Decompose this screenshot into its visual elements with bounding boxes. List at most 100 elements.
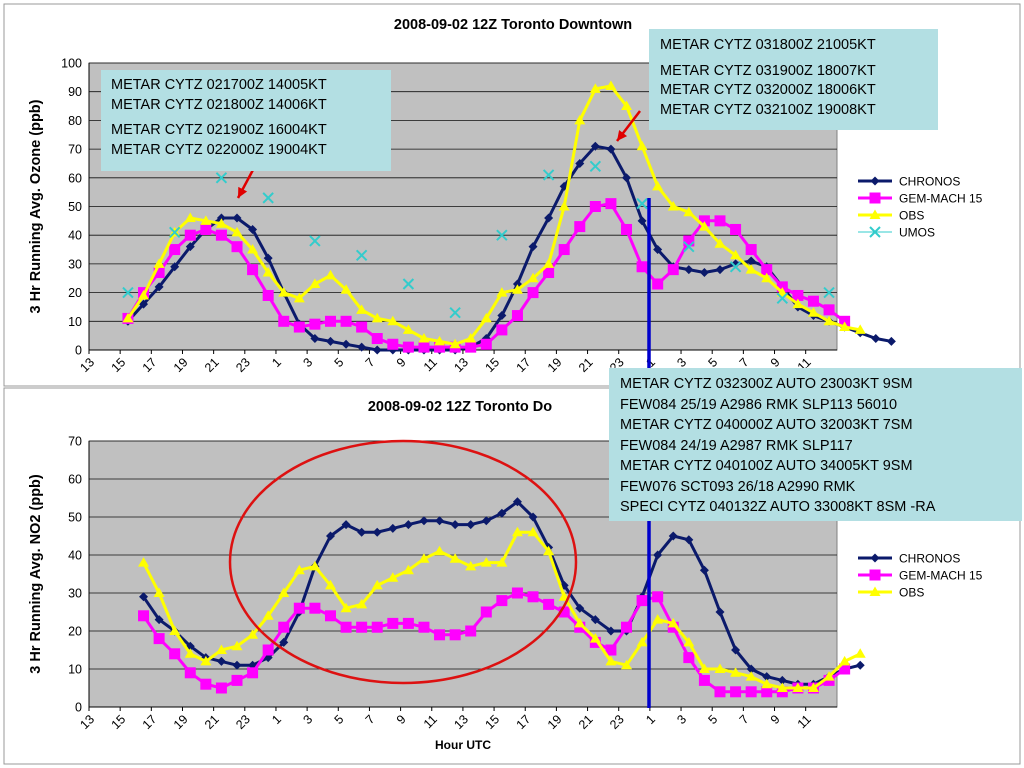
data-point <box>325 531 335 541</box>
y-tick-label: 0 <box>75 344 82 358</box>
y-tick-label: 20 <box>68 625 82 639</box>
data-point <box>247 629 259 639</box>
y-tick-label: 70 <box>68 435 82 449</box>
data-point <box>745 244 757 256</box>
data-point <box>527 591 539 603</box>
data-point <box>683 235 695 247</box>
callout-middle-right: METAR CYTZ 032300Z AUTO 23003KT 9SM FEW0… <box>609 368 1022 521</box>
data-point <box>262 267 274 277</box>
data-point <box>340 602 352 613</box>
data-point <box>636 197 648 210</box>
y-tick-label: 20 <box>68 286 82 300</box>
data-point <box>839 663 851 675</box>
data-point <box>215 682 227 694</box>
callout-line: METAR CYTZ 021700Z 14005KT <box>111 77 327 93</box>
data-point <box>777 675 787 685</box>
data-point <box>324 610 336 622</box>
data-point <box>169 244 181 256</box>
data-point <box>139 592 149 602</box>
data-point <box>184 667 196 679</box>
y-tick-label: 30 <box>68 257 82 271</box>
red-arrow-left <box>236 167 256 199</box>
data-point <box>278 287 290 297</box>
data-point <box>730 249 742 260</box>
data-point <box>309 318 321 330</box>
data-point <box>247 244 259 254</box>
data-point <box>636 595 648 607</box>
data-point <box>356 598 368 609</box>
data-point <box>356 304 368 314</box>
data-point <box>762 672 772 682</box>
data-point <box>340 315 352 327</box>
y-tick-label: 60 <box>68 171 82 185</box>
data-point <box>496 287 508 297</box>
data-point <box>667 617 679 628</box>
y-tick-label: 0 <box>75 701 82 715</box>
data-point <box>293 564 305 575</box>
x-axis-label: Hour UTC <box>435 738 491 752</box>
callout-top-left: METAR CYTZ 021700Z 14005KT METAR CYTZ 02… <box>101 70 391 171</box>
data-point <box>496 557 508 567</box>
data-point <box>527 526 539 537</box>
data-point <box>184 229 196 241</box>
data-point <box>746 664 756 674</box>
data-point <box>200 678 212 690</box>
callout-line: FEW084 25/19 A2986 RMK SLP113 56010 <box>620 396 898 413</box>
data-point <box>511 284 523 294</box>
arrow-head <box>238 186 248 198</box>
data-point <box>154 282 164 292</box>
data-point <box>574 221 586 233</box>
data-point <box>574 617 586 628</box>
data-point <box>232 660 242 670</box>
data-point <box>215 229 227 241</box>
data-point <box>231 241 243 253</box>
data-point <box>169 648 181 660</box>
data-point <box>776 682 788 692</box>
legend-label: UMOS <box>899 226 935 240</box>
data-point <box>823 315 835 326</box>
data-point <box>434 545 446 556</box>
data-point <box>511 310 523 322</box>
data-point <box>698 221 710 231</box>
data-point <box>356 321 368 333</box>
data-point <box>542 169 555 181</box>
legend-label: CHRONOS <box>899 175 960 189</box>
data-point <box>745 686 757 698</box>
data-point <box>496 324 508 336</box>
data-point <box>248 224 258 234</box>
data-point <box>449 629 461 641</box>
data-point <box>637 216 647 226</box>
data-point <box>839 655 851 666</box>
data-point <box>402 341 414 353</box>
data-point <box>449 306 461 319</box>
data-point <box>621 659 633 670</box>
data-point <box>153 258 165 268</box>
data-point-stroke <box>776 292 789 305</box>
data-point-stroke <box>402 278 415 290</box>
data-point <box>402 324 414 334</box>
series-obs <box>138 526 866 692</box>
data-point <box>511 526 523 537</box>
callout-line: FEW084 24/19 A2987 RMK SLP117 <box>620 437 853 454</box>
data-point <box>511 587 523 599</box>
data-point <box>403 520 413 530</box>
data-point <box>450 520 460 530</box>
data-point-stroke <box>589 160 602 173</box>
y-tick-label: 60 <box>68 473 82 487</box>
data-point <box>371 333 383 345</box>
series-umos <box>122 160 835 319</box>
data-point <box>231 640 243 651</box>
data-point <box>761 678 773 689</box>
data-point <box>869 226 881 238</box>
data-point <box>371 579 383 590</box>
data-point <box>139 299 149 309</box>
data-point-stroke <box>683 240 695 253</box>
data-point <box>667 264 679 276</box>
data-point <box>200 223 212 235</box>
data-point <box>745 671 757 681</box>
y-tick-label: 30 <box>68 587 82 601</box>
data-point <box>480 312 492 323</box>
data-point <box>636 636 648 647</box>
data-point <box>168 226 181 239</box>
red-highlight-ellipse <box>228 439 578 685</box>
